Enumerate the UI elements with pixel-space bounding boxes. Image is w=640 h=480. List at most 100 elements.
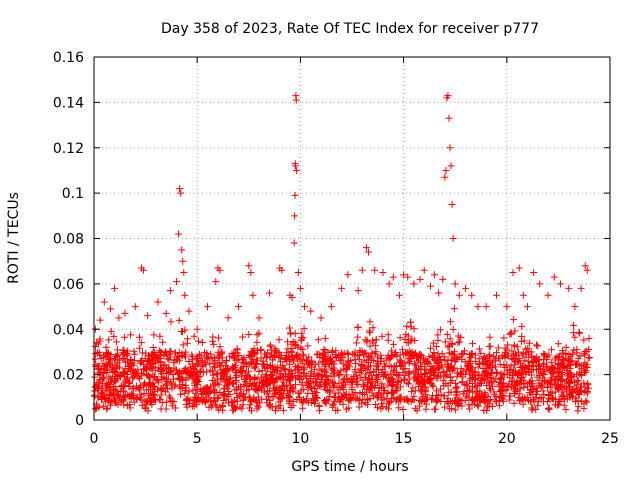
data-point — [528, 359, 536, 367]
data-point — [424, 377, 432, 385]
data-point — [583, 347, 591, 355]
data-point — [136, 344, 144, 352]
data-point — [576, 352, 584, 360]
data-point — [121, 392, 129, 400]
data-point — [181, 291, 189, 299]
data-point — [163, 378, 171, 386]
data-point — [271, 377, 279, 385]
data-point — [433, 361, 441, 369]
data-point — [250, 348, 258, 356]
data-point — [482, 303, 490, 311]
data-point — [472, 375, 480, 383]
data-point — [533, 384, 541, 392]
data-point — [534, 342, 542, 350]
data-point — [107, 401, 115, 409]
data-point — [384, 381, 392, 389]
data-point — [365, 376, 373, 384]
data-point — [147, 363, 155, 371]
data-point — [254, 356, 262, 364]
data-point — [172, 355, 180, 363]
data-point — [268, 356, 276, 364]
data-point — [366, 318, 374, 326]
data-point — [286, 324, 294, 332]
data-point — [580, 336, 588, 344]
data-point — [120, 393, 128, 401]
data-point — [210, 360, 218, 368]
data-point — [392, 381, 400, 389]
data-point — [215, 334, 223, 342]
data-point — [120, 349, 128, 357]
data-point — [300, 365, 308, 373]
data-point — [416, 350, 424, 358]
data-point — [461, 347, 469, 355]
data-point — [329, 400, 337, 408]
data-point — [137, 339, 145, 347]
data-point — [245, 404, 253, 412]
data-point — [369, 324, 377, 332]
data-point — [301, 303, 309, 311]
data-point — [492, 354, 500, 362]
data-point — [553, 352, 561, 360]
data-point — [448, 339, 456, 347]
data-point — [561, 395, 569, 403]
data-point — [409, 384, 417, 392]
data-point — [448, 377, 456, 385]
data-point — [427, 369, 435, 377]
data-point — [171, 404, 179, 412]
data-point — [176, 390, 184, 398]
data-point — [233, 397, 241, 405]
x-tick-label: 10 — [291, 431, 309, 447]
data-point — [441, 173, 449, 181]
data-point — [563, 362, 571, 370]
data-point — [444, 92, 452, 100]
data-point — [178, 246, 186, 254]
data-point — [292, 96, 300, 104]
data-point — [550, 273, 558, 281]
data-point — [471, 351, 479, 359]
data-point — [488, 358, 496, 366]
data-point — [129, 390, 137, 398]
data-point — [564, 372, 572, 380]
data-point — [372, 336, 380, 344]
data-point — [497, 387, 505, 395]
data-point — [203, 384, 211, 392]
data-point — [246, 401, 254, 409]
data-point — [331, 368, 339, 376]
data-point — [505, 380, 513, 388]
data-point — [364, 363, 372, 371]
data-point — [103, 387, 111, 395]
data-point — [210, 340, 218, 348]
data-point — [345, 358, 353, 366]
data-point — [223, 357, 231, 365]
data-point — [115, 314, 123, 322]
data-point — [358, 362, 366, 370]
data-point — [291, 381, 299, 389]
y-tick-label: 0 — [75, 413, 84, 429]
data-point — [299, 404, 307, 412]
data-point — [263, 399, 271, 407]
data-point — [94, 384, 102, 392]
data-point — [149, 353, 157, 361]
data-point — [474, 402, 482, 410]
data-point — [260, 388, 268, 396]
data-point — [181, 326, 189, 334]
data-point — [490, 388, 498, 396]
data-point — [442, 380, 450, 388]
data-point — [91, 405, 99, 413]
data-point — [134, 373, 142, 381]
data-point — [245, 330, 253, 338]
data-point — [467, 350, 475, 358]
data-point — [452, 385, 460, 393]
data-point — [255, 367, 263, 375]
data-point — [365, 386, 373, 394]
data-point — [481, 391, 489, 399]
data-point — [379, 269, 387, 277]
data-point — [481, 352, 489, 360]
data-point — [253, 331, 261, 339]
data-point — [559, 347, 567, 355]
data-point — [413, 375, 421, 383]
data-point — [247, 398, 255, 406]
data-point — [308, 384, 316, 392]
data-point — [479, 395, 487, 403]
data-point — [175, 316, 183, 324]
